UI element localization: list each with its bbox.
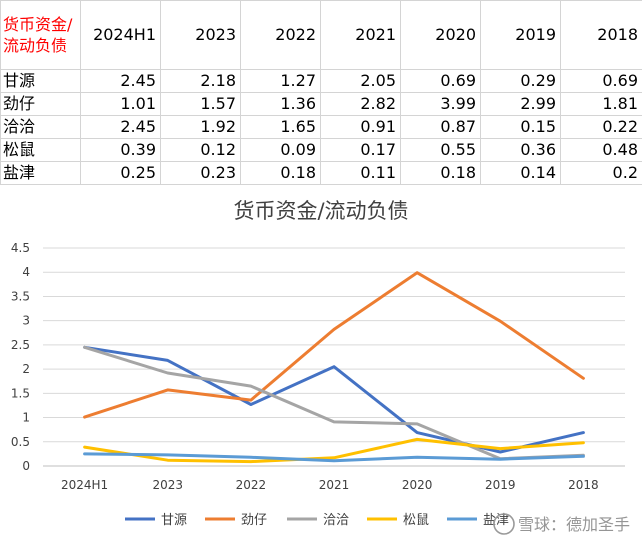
table-cell: 1.81 (560, 92, 642, 116)
table-cell: 1.65 (240, 115, 321, 139)
table-cell: 0.17 (320, 138, 401, 162)
y-tick-label: 2.5 (11, 338, 30, 352)
legend: 甘源 劲仔 洽洽 松鼠 盐津 (125, 513, 509, 528)
legend-label: 松鼠 (403, 513, 429, 528)
table-cell: 0.36 (480, 138, 561, 162)
table-cell: 0.23 (160, 161, 241, 185)
column-header: 2018 (560, 0, 642, 70)
column-header: 2019 (480, 0, 561, 70)
y-tick-label: 1.5 (11, 386, 30, 400)
grid-lines (43, 247, 625, 467)
watermark-text: 雪球：德加圣手 (518, 515, 630, 534)
legend-label: 盐津 (483, 513, 509, 528)
table-cell: 2.45 (80, 115, 161, 139)
table-cell: 2.45 (80, 69, 161, 93)
row-label: 甘源 (0, 69, 81, 93)
table-cell: 0.11 (320, 161, 401, 185)
table-header-row: 货币资金/流动负债 2024H1 2023 2022 2021 2020 2019 2018 (0, 0, 642, 70)
series-lines (83, 271, 585, 464)
table-cell: 0.12 (160, 138, 241, 162)
table-cell: 1.92 (160, 115, 241, 139)
y-tick-label: 3.5 (11, 289, 30, 303)
x-tick-label: 2019 (485, 478, 516, 492)
watermark: 雪球：德加圣手 (493, 513, 630, 535)
x-axis-ticks: 2024H1 2023 2022 2021 2020 2019 2018 (61, 478, 599, 492)
table-cell: 0.39 (80, 138, 161, 162)
table-row: 盐津 0.25 0.23 0.18 0.11 0.18 0.14 0.2 (0, 161, 642, 185)
series-line (83, 437, 585, 464)
x-tick-label: 2018 (568, 478, 599, 492)
table-cell: 1.36 (240, 92, 321, 116)
table-cell: 0.55 (400, 138, 481, 162)
table-row: 劲仔 1.01 1.57 1.36 2.82 3.99 2.99 1.81 (0, 92, 642, 116)
x-tick-label: 2023 (152, 478, 183, 492)
table-cell: 2.99 (480, 92, 561, 116)
y-tick-label: 0.5 (11, 435, 30, 449)
series-line (83, 345, 585, 454)
series-line (83, 271, 585, 419)
y-tick-label: 0 (22, 459, 30, 473)
x-tick-label: 2024H1 (61, 478, 108, 492)
column-header: 2022 (240, 0, 321, 70)
table-cell: 0.09 (240, 138, 321, 162)
column-header: 2024H1 (80, 0, 161, 70)
table-row: 松鼠 0.39 0.12 0.09 0.17 0.55 0.36 0.48 (0, 138, 642, 162)
table-cell: 0.87 (400, 115, 481, 139)
table-cell: 2.82 (320, 92, 401, 116)
table-cell: 3.99 (400, 92, 481, 116)
column-header: 2021 (320, 0, 401, 70)
table-cell: 0.69 (400, 69, 481, 93)
y-tick-label: 4 (22, 265, 30, 279)
table-cell: 0.18 (400, 161, 481, 185)
table-cell: 1.01 (80, 92, 161, 116)
legend-label: 甘源 (161, 513, 187, 528)
x-tick-label: 2021 (319, 478, 350, 492)
row-label: 劲仔 (0, 92, 81, 116)
series-line (83, 452, 585, 463)
table-corner-label: 货币资金/流动负债 (0, 0, 81, 70)
table-cell: 0.14 (480, 161, 561, 185)
legend-label: 洽洽 (323, 513, 349, 528)
row-label: 洽洽 (0, 115, 81, 139)
y-tick-label: 2 (22, 362, 30, 376)
table-cell: 0.18 (240, 161, 321, 185)
table-cell: 0.25 (80, 161, 161, 185)
chart-title: 货币资金/流动负债 (233, 199, 408, 223)
table-row: 洽洽 2.45 1.92 1.65 0.91 0.87 0.15 0.22 (0, 115, 642, 139)
table-cell: 0.69 (560, 69, 642, 93)
x-tick-label: 2020 (402, 478, 433, 492)
table-cell: 0.2 (560, 161, 642, 185)
table-cell: 2.05 (320, 69, 401, 93)
table-cell: 0.15 (480, 115, 561, 139)
row-label: 盐津 (0, 161, 81, 185)
data-table: 货币资金/流动负债 2024H1 2023 2022 2021 2020 2019 2018 甘… (0, 0, 642, 185)
table-cell: 0.91 (320, 115, 401, 139)
legend-label: 劲仔 (241, 513, 267, 528)
table-cell: 1.57 (160, 92, 241, 116)
table-cell: 0.48 (560, 138, 642, 162)
table-cell: 1.27 (240, 69, 321, 93)
y-tick-label: 1 (22, 411, 30, 425)
y-tick-label: 4.5 (11, 241, 30, 255)
table-cell: 2.18 (160, 69, 241, 93)
row-label: 松鼠 (0, 138, 81, 162)
y-tick-label: 3 (22, 314, 30, 328)
table-cell: 0.29 (480, 69, 561, 93)
x-tick-label: 2022 (236, 478, 267, 492)
y-axis-ticks: 0 0.5 1 1.5 2 2.5 3 3.5 4 4.5 (11, 241, 30, 473)
table-cell: 0.22 (560, 115, 642, 139)
line-chart: 货币资金/流动负债 00.511.522.533.544.5 2024H1 202… (11, 199, 630, 535)
column-header: 2023 (160, 0, 241, 70)
table-row: 甘源 2.45 2.18 1.27 2.05 0.69 0.29 0.69 (0, 69, 642, 93)
snowball-logo-icon (493, 513, 515, 535)
column-header: 2020 (400, 0, 481, 70)
